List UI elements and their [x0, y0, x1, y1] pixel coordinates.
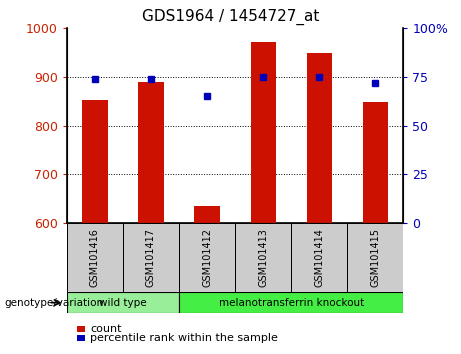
Bar [347, 223, 403, 292]
Text: GDS1964 / 1454727_at: GDS1964 / 1454727_at [142, 9, 319, 25]
Text: GSM101412: GSM101412 [202, 228, 212, 287]
Text: GSM101413: GSM101413 [258, 228, 268, 287]
Bar [67, 292, 179, 313]
Text: GSM101417: GSM101417 [146, 228, 156, 287]
Text: percentile rank within the sample: percentile rank within the sample [90, 333, 278, 343]
Bar [77, 326, 85, 332]
Bar [179, 292, 403, 313]
Bar [235, 223, 291, 292]
Text: GSM101414: GSM101414 [314, 228, 324, 287]
Text: count: count [90, 324, 121, 334]
Text: melanotransferrin knockout: melanotransferrin knockout [219, 298, 364, 308]
Bar [291, 223, 347, 292]
Bar [123, 223, 179, 292]
Text: genotype/variation: genotype/variation [5, 298, 104, 308]
Bar [77, 335, 85, 341]
Bar [179, 223, 235, 292]
Text: GSM101416: GSM101416 [90, 228, 100, 287]
Bar [82, 100, 107, 223]
Bar [195, 206, 220, 223]
Bar [67, 223, 123, 292]
Bar [138, 82, 164, 223]
Bar [363, 102, 388, 223]
Bar [307, 53, 332, 223]
Text: wild type: wild type [99, 298, 147, 308]
Text: GSM101415: GSM101415 [370, 228, 380, 287]
Bar [250, 42, 276, 223]
